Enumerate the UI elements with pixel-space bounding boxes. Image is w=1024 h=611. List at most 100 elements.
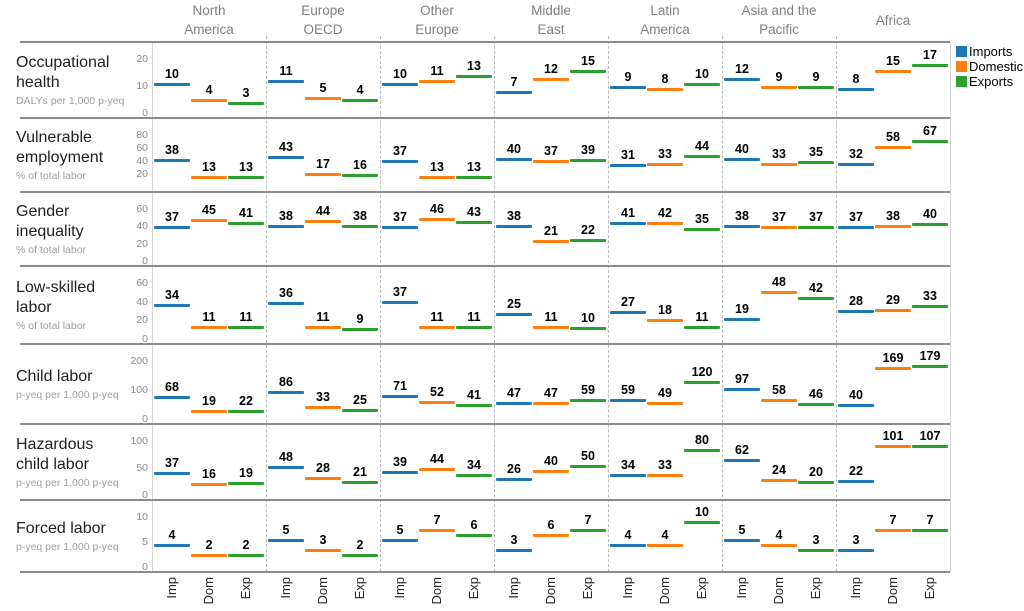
value-label: 38	[735, 209, 749, 224]
legend-swatch-imports	[956, 46, 967, 57]
data-marker	[382, 159, 418, 163]
data-marker	[647, 474, 683, 478]
y-tick-label: 0	[142, 489, 148, 501]
value-label: 49	[658, 385, 672, 400]
data-marker	[533, 470, 569, 474]
value-label: 37	[393, 209, 407, 224]
data-marker	[496, 549, 532, 552]
data-marker	[228, 481, 264, 485]
value-label: 12	[544, 61, 558, 76]
region-header-line: Asia and the	[741, 3, 817, 18]
data-marker	[228, 101, 264, 105]
x-tick-label: Dom	[429, 577, 444, 605]
value-label: 9	[775, 69, 783, 84]
value-label: 67	[923, 124, 937, 139]
value-label: 21	[353, 464, 367, 479]
data-marker	[761, 162, 797, 166]
value-label: 38	[165, 143, 179, 158]
data-marker	[610, 85, 646, 89]
row-divider	[20, 265, 950, 267]
x-tick-label: Exp	[466, 577, 481, 600]
data-marker	[228, 175, 264, 179]
y-tick-label: 60	[136, 142, 148, 154]
data-marker	[382, 470, 418, 474]
data-marker	[724, 77, 760, 81]
value-label: 47	[507, 386, 521, 401]
data-marker	[761, 544, 797, 547]
y-tick-label: 20	[136, 237, 148, 250]
data-marker	[456, 473, 492, 477]
value-label: 7	[584, 513, 592, 527]
value-label: 42	[658, 205, 672, 220]
y-tick-label: 10	[136, 80, 148, 92]
data-marker	[570, 326, 606, 330]
row-divider	[20, 423, 950, 425]
value-label: 37	[393, 285, 407, 300]
row-label: Gender inequality % of total labor	[16, 192, 148, 266]
value-label: 37	[772, 209, 786, 224]
data-marker	[342, 554, 378, 557]
data-marker	[456, 534, 492, 537]
value-label: 2	[205, 538, 213, 552]
data-marker	[268, 80, 304, 84]
value-label: 6	[470, 518, 478, 532]
data-marker	[268, 225, 304, 229]
data-marker	[191, 554, 227, 557]
row-divider	[20, 191, 950, 193]
data-marker	[838, 480, 874, 484]
row-title: Gender inequality	[16, 203, 84, 240]
data-marker	[610, 163, 646, 167]
y-tick-label: 0	[142, 255, 148, 267]
value-label: 86	[279, 375, 293, 390]
value-label: 22	[239, 393, 253, 408]
value-label: 37	[809, 209, 823, 224]
value-label: 3	[812, 533, 820, 547]
value-label: 45	[202, 203, 216, 217]
data-marker	[382, 83, 418, 86]
value-label: 101	[882, 429, 904, 443]
value-label: 44	[430, 452, 444, 467]
value-label: 38	[507, 209, 521, 224]
region-header-line: East	[537, 22, 565, 37]
value-label: 5	[282, 523, 290, 537]
value-label: 19	[202, 394, 216, 409]
value-label: 25	[507, 296, 521, 311]
plot-right-border	[950, 42, 951, 572]
data-marker	[724, 458, 760, 462]
data-marker	[342, 327, 378, 331]
value-label: 21	[544, 223, 558, 238]
value-label: 33	[772, 146, 786, 161]
value-label: 68	[165, 380, 179, 395]
data-marker	[798, 296, 834, 300]
data-marker	[228, 325, 264, 329]
value-label: 11	[316, 309, 330, 324]
data-marker	[496, 402, 532, 406]
x-tick-label: Imp	[506, 577, 521, 599]
data-marker	[798, 481, 834, 485]
data-marker	[154, 159, 190, 163]
value-label: 7	[926, 513, 934, 527]
x-tick-label: Exp	[694, 577, 709, 600]
data-marker	[875, 69, 911, 73]
legend-label-imports: Imports	[969, 44, 1013, 59]
value-label: 48	[772, 275, 786, 290]
x-tick-label: Dom	[201, 577, 216, 605]
data-marker	[838, 163, 874, 167]
region-header-line: North	[192, 3, 226, 18]
value-label: 4	[624, 528, 632, 542]
value-label: 3	[242, 85, 250, 100]
data-marker	[570, 398, 606, 402]
value-label: 5	[319, 80, 327, 95]
value-label: 58	[772, 383, 786, 398]
column-divider	[722, 36, 723, 572]
value-label: 39	[581, 142, 595, 157]
y-tick-label: 40	[136, 295, 148, 308]
value-label: 8	[852, 72, 860, 87]
data-marker	[456, 220, 492, 224]
column-divider	[266, 36, 267, 572]
value-label: 39	[393, 454, 407, 469]
data-marker	[154, 544, 190, 547]
value-label: 7	[510, 75, 518, 90]
data-marker	[724, 225, 760, 229]
data-marker	[382, 539, 418, 542]
